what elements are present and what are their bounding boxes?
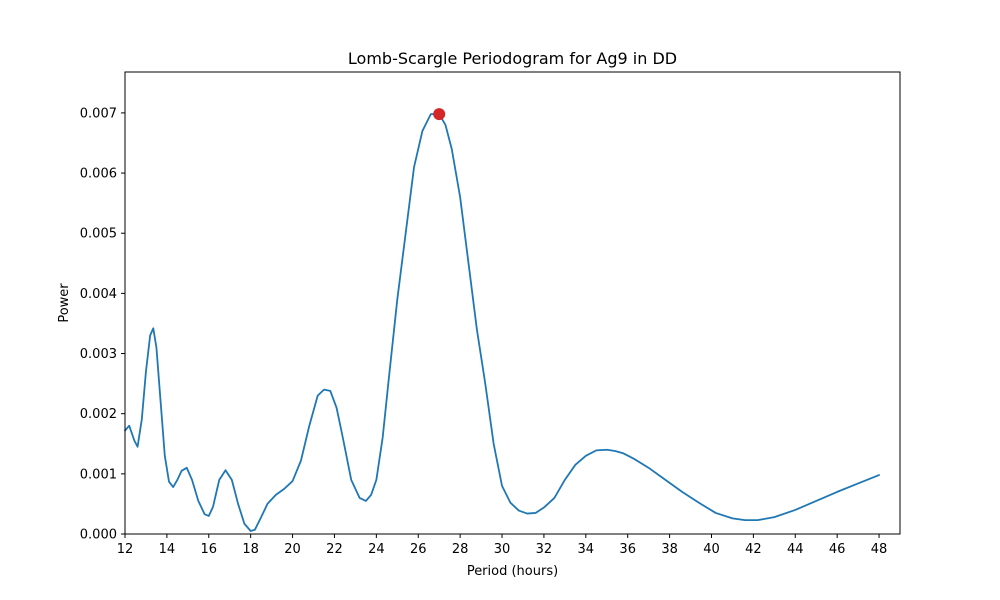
y-tick-label: 0.002	[80, 407, 117, 422]
x-tick-label: 34	[578, 542, 595, 557]
x-tick-label: 18	[242, 542, 259, 557]
x-axis-label: Period (hours)	[467, 564, 558, 579]
y-tick-label: 0.007	[80, 106, 117, 121]
y-tick-label: 0.001	[80, 467, 117, 482]
y-tick-label: 0.004	[80, 287, 117, 302]
x-tick-label: 38	[661, 542, 678, 557]
chart-title: Lomb-Scargle Periodogram for Ag9 in DD	[348, 49, 677, 68]
x-tick-label: 28	[452, 542, 469, 557]
x-tick-label: 32	[536, 542, 553, 557]
y-tick-label: 0.003	[80, 347, 117, 362]
plot-area-background	[125, 72, 900, 534]
tick-layer: 12 14 16 18 20 22 24 26 28 30 32 34 36 38 40 42 44 46 48 0.…	[80, 106, 888, 557]
x-tick-label: 20	[284, 542, 301, 557]
x-tick-label: 16	[201, 542, 218, 557]
x-tick-label: 12	[117, 542, 134, 557]
peak-marker	[433, 108, 446, 121]
x-tick-label: 46	[829, 542, 846, 557]
x-tick-label: 36	[619, 542, 636, 557]
x-tick-label: 14	[159, 542, 176, 557]
x-tick-label: 26	[410, 542, 427, 557]
y-axis-label: Power	[57, 283, 72, 323]
y-tick-label: 0.005	[80, 227, 117, 242]
power-series-line	[124, 113, 880, 532]
x-tick-label: 42	[745, 542, 762, 557]
x-tick-label: 44	[787, 542, 804, 557]
plot-frame	[124, 71, 901, 535]
y-tick-label: 0.006	[80, 167, 117, 182]
data-layer	[124, 108, 880, 532]
y-tick-label: 0.000	[80, 528, 117, 543]
x-tick-label: 30	[494, 542, 511, 557]
x-tick-label: 40	[703, 542, 720, 557]
x-tick-label: 48	[871, 542, 888, 557]
x-tick-label: 24	[368, 542, 385, 557]
x-tick-label: 22	[326, 542, 343, 557]
